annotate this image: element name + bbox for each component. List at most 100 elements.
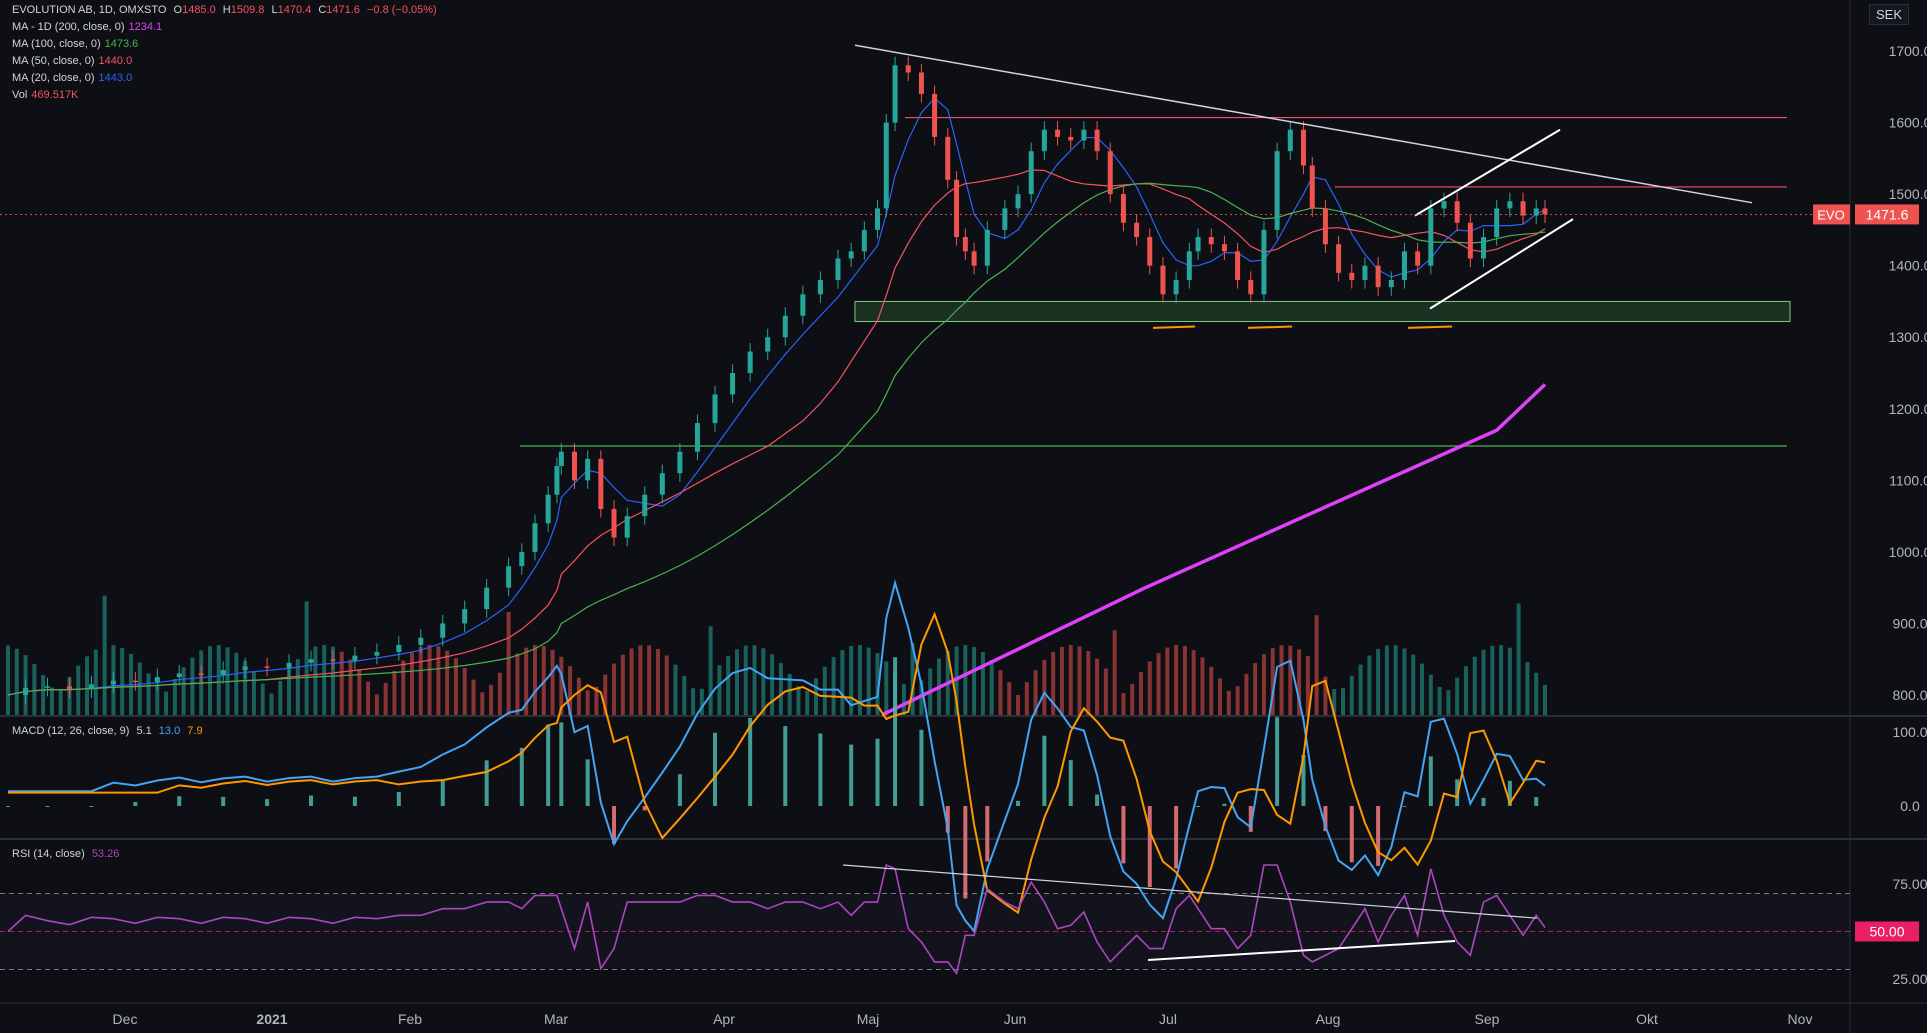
volume-bar bbox=[629, 648, 634, 715]
volume-bar bbox=[190, 657, 195, 715]
macd-histogram-bar bbox=[875, 738, 880, 806]
volume-bar bbox=[576, 677, 581, 715]
indicator-ma50[interactable]: MA (50, close, 0) 1440.0 bbox=[12, 55, 133, 67]
candle-body bbox=[1094, 129, 1100, 152]
ma20-line bbox=[7, 97, 1546, 696]
candle-body bbox=[945, 136, 951, 180]
macd-histogram-bar bbox=[1222, 803, 1227, 806]
volume-bar bbox=[568, 666, 573, 715]
candle-body bbox=[765, 337, 771, 352]
candle-body bbox=[1542, 208, 1548, 215]
candle-body bbox=[1081, 129, 1087, 141]
swing-low-marker bbox=[1247, 325, 1293, 329]
volume-bar bbox=[1059, 646, 1064, 715]
macd-histogram-bar bbox=[1095, 794, 1100, 806]
candle-body bbox=[1002, 208, 1008, 230]
swing-low-marker bbox=[1407, 325, 1453, 329]
indicator-ma200[interactable]: MA - 1D (200, close, 0) 1234.1 bbox=[12, 21, 163, 33]
change-value: −0.8 (−0.05%) bbox=[366, 4, 437, 16]
volume-bar bbox=[1235, 686, 1240, 715]
volume-bar bbox=[295, 659, 300, 715]
volume-bar bbox=[655, 648, 660, 715]
candle-body bbox=[308, 659, 314, 663]
candle-body bbox=[1336, 244, 1342, 273]
volume-bar bbox=[1367, 655, 1372, 715]
volume-bar bbox=[761, 648, 766, 715]
candle-body bbox=[1507, 201, 1513, 209]
indicator-volume[interactable]: Vol 469.517K bbox=[12, 89, 79, 101]
volume-bar bbox=[1138, 672, 1143, 715]
volume-bar bbox=[453, 658, 458, 715]
candle-body bbox=[1055, 129, 1061, 137]
time-axis-label: Feb bbox=[398, 1011, 422, 1027]
volume-bar bbox=[32, 664, 37, 715]
time-axis-label: Nov bbox=[1788, 1011, 1813, 1027]
macd-tick-label: 0.0 bbox=[1900, 798, 1920, 814]
candle-body bbox=[1235, 251, 1241, 280]
volume-bar bbox=[726, 655, 731, 715]
volume-bar bbox=[172, 678, 177, 715]
volume-bar bbox=[339, 651, 344, 715]
rsi-legend[interactable]: RSI (14, close) 53.26 bbox=[12, 848, 120, 860]
volume-bar bbox=[102, 595, 107, 715]
macd-histogram-bar bbox=[519, 747, 524, 806]
candle-body bbox=[747, 351, 753, 373]
macd-histogram-bar bbox=[783, 726, 788, 806]
symbol-legend: EVOLUTION AB, 1D, OMXSTO O1485.0 H1509.8… bbox=[12, 2, 441, 19]
volume-bar bbox=[1481, 649, 1486, 715]
macd-histogram-bar bbox=[45, 806, 50, 807]
candle-body bbox=[519, 551, 525, 567]
candle-body bbox=[1147, 237, 1153, 266]
time-axis-label: Okt bbox=[1636, 1011, 1658, 1027]
rsi-line bbox=[7, 863, 1546, 976]
candle-body bbox=[110, 680, 116, 685]
volume-bar bbox=[1226, 690, 1231, 715]
candle-body bbox=[905, 65, 911, 73]
currency-button[interactable]: SEK bbox=[1868, 4, 1909, 25]
volume-bar bbox=[1534, 672, 1539, 715]
volume-bar bbox=[585, 690, 590, 715]
volume-bar bbox=[1007, 682, 1012, 715]
volume-bar bbox=[304, 601, 309, 715]
volume-bar bbox=[1077, 646, 1082, 715]
candle-body bbox=[892, 65, 898, 123]
macd-legend[interactable]: MACD (12, 26, close, 9) 5.1 13.0 7.9 bbox=[12, 725, 203, 737]
candle-body bbox=[1454, 201, 1460, 223]
time-axis-label: Jun bbox=[1004, 1011, 1027, 1027]
volume-bar bbox=[392, 670, 397, 715]
volume-bar bbox=[1437, 686, 1442, 715]
volume-bar bbox=[778, 663, 783, 715]
volume-bar bbox=[1499, 645, 1504, 715]
candle-body bbox=[396, 644, 402, 653]
volume-bar bbox=[6, 645, 10, 715]
candle-body bbox=[800, 294, 806, 316]
volume-bar bbox=[1165, 647, 1170, 715]
volume-bar bbox=[910, 642, 915, 715]
volume-bar bbox=[603, 674, 608, 715]
indicator-ma100[interactable]: MA (100, close, 0) 1473.6 bbox=[12, 38, 139, 50]
volume-bar bbox=[805, 690, 810, 715]
candle-body bbox=[598, 458, 604, 509]
volume-bar bbox=[1244, 673, 1249, 715]
candle-body bbox=[1208, 237, 1214, 245]
macd-histogram-bar bbox=[177, 796, 182, 806]
candle-body bbox=[418, 637, 424, 645]
volume-bar bbox=[831, 657, 836, 715]
volume-bar bbox=[541, 645, 546, 715]
candle-body bbox=[984, 229, 990, 266]
volume-bar bbox=[313, 646, 318, 715]
macd-tick-label: 100.0 bbox=[1892, 724, 1927, 740]
indicator-ma20[interactable]: MA (20, close, 0) 1443.0 bbox=[12, 72, 133, 84]
ma100-line bbox=[7, 182, 1546, 696]
volume-bar bbox=[849, 645, 854, 715]
symbol-title: EVOLUTION AB, 1D, OMXSTO bbox=[12, 4, 167, 16]
time-axis-label: Dec bbox=[113, 1011, 138, 1027]
volume-bar bbox=[234, 652, 239, 715]
macd-histogram-bar bbox=[1301, 754, 1306, 806]
price-tag-text: 1471.6 bbox=[1866, 206, 1909, 222]
volume-bar bbox=[1270, 648, 1275, 715]
volume-bar bbox=[497, 672, 502, 715]
price-tick-label: 1400.0 bbox=[1889, 258, 1927, 274]
rsi-support-line bbox=[1147, 940, 1456, 961]
